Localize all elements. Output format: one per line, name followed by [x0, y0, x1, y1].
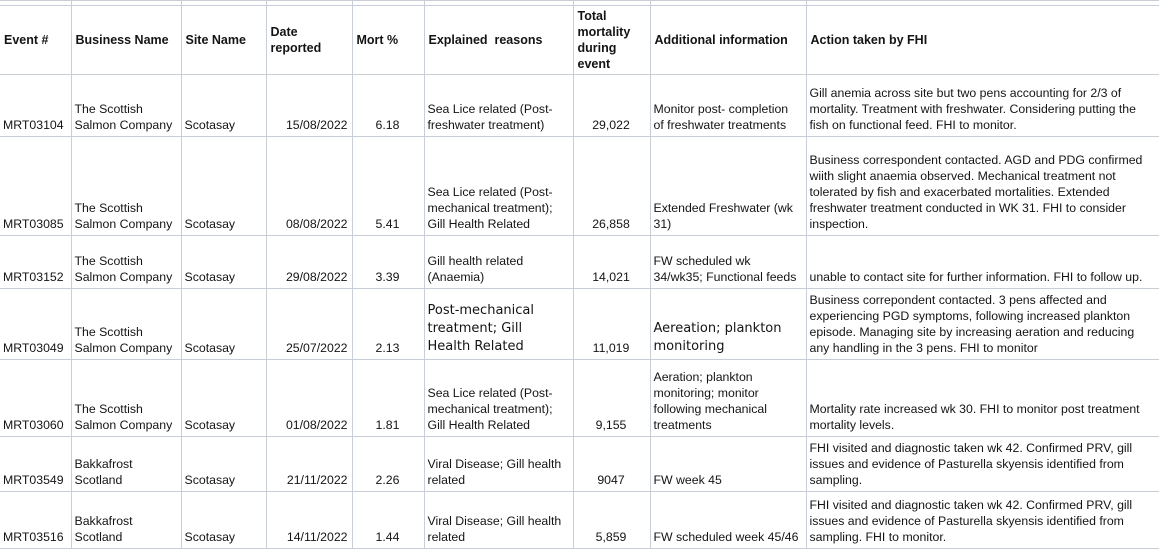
header-row: Event # Business Name Site Name Date report… — [0, 5, 1159, 75]
column-header-mort[interactable]: Mort % — [351, 5, 425, 75]
cell-site[interactable]: Scotasay — [180, 288, 267, 360]
table-row: MRT03516 Bakkafrost Scotland Scotasay 14/11… — [0, 491, 1159, 549]
cell-site[interactable]: Scotasay — [180, 359, 267, 437]
cell-event[interactable]: MRT03516 — [0, 491, 72, 549]
table-row: MRT03152 The Scottish Salmon Company Scota… — [0, 235, 1159, 289]
cell-total[interactable]: 26,858 — [572, 136, 651, 236]
cell-action[interactable]: unable to contact site for further infor… — [805, 235, 1159, 289]
cell-date[interactable]: 01/08/2022 — [265, 359, 353, 437]
cell-action[interactable]: FHI visited and diagnostic taken wk 42. … — [805, 436, 1159, 492]
cell-date[interactable]: 29/08/2022 — [265, 235, 353, 289]
cell-business[interactable]: The Scottish Salmon Company — [70, 74, 182, 137]
cell-event[interactable]: MRT03049 — [0, 288, 72, 360]
table-row: MRT03104 The Scottish Salmon Company Scota… — [0, 74, 1159, 137]
cell-action[interactable]: FHI visited and diagnostic taken wk 42. … — [805, 491, 1159, 549]
cell-date[interactable]: 15/08/2022 — [265, 74, 353, 137]
cell-date[interactable]: 08/08/2022 — [265, 136, 353, 236]
table-body: MRT03104 The Scottish Salmon Company Scota… — [0, 74, 1159, 549]
cell-reasons[interactable]: Viral Disease; Gill health related — [423, 491, 574, 549]
column-header-event[interactable]: Event # — [0, 5, 72, 75]
cell-date[interactable]: 21/11/2022 — [265, 436, 353, 492]
column-header-total[interactable]: Total mortality during event — [572, 5, 651, 75]
cell-site[interactable]: Scotasay — [180, 491, 267, 549]
cell-business[interactable]: The Scottish Salmon Company — [70, 136, 182, 236]
column-header-action[interactable]: Action taken by FHI — [805, 5, 1159, 75]
column-header-info[interactable]: Additional information — [649, 5, 807, 75]
column-header-reasons[interactable]: Explained reasons — [423, 5, 574, 75]
cell-action[interactable]: Mortality rate increased wk 30. FHI to m… — [805, 359, 1159, 437]
cell-action[interactable]: Business correpondent contacted. 3 pens … — [805, 288, 1159, 360]
cell-reasons[interactable]: Viral Disease; Gill health related — [423, 436, 574, 492]
cell-action[interactable]: Business correspondent contacted. AGD an… — [805, 136, 1159, 236]
cell-mort[interactable]: 2.26 — [351, 436, 425, 492]
cell-business[interactable]: The Scottish Salmon Company — [70, 288, 182, 360]
table-row: MRT03085 The Scottish Salmon Company Scota… — [0, 136, 1159, 236]
cell-action[interactable]: Gill anemia across site but two pens acc… — [805, 74, 1159, 137]
cell-event[interactable]: MRT03152 — [0, 235, 72, 289]
cell-reasons[interactable]: Gill health related (Anaemia) — [423, 235, 574, 289]
cell-mort[interactable]: 6.18 — [351, 74, 425, 137]
table-row: MRT03549 Bakkafrost Scotland Scotasay 21/11… — [0, 436, 1159, 492]
cell-total[interactable]: 5,859 — [572, 491, 651, 549]
cell-business[interactable]: Bakkafrost Scotland — [70, 491, 182, 549]
cell-mort[interactable]: 2.13 — [351, 288, 425, 360]
column-header-date[interactable]: Date reported — [265, 5, 353, 75]
column-header-site[interactable]: Site Name — [180, 5, 267, 75]
cell-reasons[interactable]: Sea Lice related (Post-mechanical treatm… — [423, 359, 574, 437]
cell-info[interactable]: FW scheduled week 45/46 — [649, 491, 807, 549]
cell-reasons[interactable]: Sea Lice related (Post-freshwater treatm… — [423, 74, 574, 137]
cell-info[interactable]: Aereation; plankton monitoring — [649, 288, 807, 360]
cell-date[interactable]: 25/07/2022 — [265, 288, 353, 360]
cell-site[interactable]: Scotasay — [180, 436, 267, 492]
cell-total[interactable]: 11,019 — [572, 288, 651, 360]
cell-event[interactable]: MRT03549 — [0, 436, 72, 492]
cell-info[interactable]: Monitor post- completion of freshwater t… — [649, 74, 807, 137]
cell-site[interactable]: Scotasay — [180, 136, 267, 236]
cell-mort[interactable]: 1.81 — [351, 359, 425, 437]
cell-site[interactable]: Scotasay — [180, 74, 267, 137]
column-header-business[interactable]: Business Name — [70, 5, 182, 75]
cell-total[interactable]: 9,155 — [572, 359, 651, 437]
cell-business[interactable]: The Scottish Salmon Company — [70, 235, 182, 289]
cell-event[interactable]: MRT03060 — [0, 359, 72, 437]
cell-business[interactable]: The Scottish Salmon Company — [70, 359, 182, 437]
cell-site[interactable]: Scotasay — [180, 235, 267, 289]
cell-total[interactable]: 29,022 — [572, 74, 651, 137]
cell-mort[interactable]: 1.44 — [351, 491, 425, 549]
cell-event[interactable]: MRT03104 — [0, 74, 72, 137]
cell-info[interactable]: Extended Freshwater (wk 31) — [649, 136, 807, 236]
cell-date[interactable]: 14/11/2022 — [265, 491, 353, 549]
cell-info[interactable]: FW week 45 — [649, 436, 807, 492]
cell-total[interactable]: 9047 — [572, 436, 651, 492]
cell-total[interactable]: 14,021 — [572, 235, 651, 289]
cell-info[interactable]: Aeration; plankton monitoring; monitor f… — [649, 359, 807, 437]
cell-info[interactable]: FW scheduled wk 34/wk35; Functional feed… — [649, 235, 807, 289]
table-row: MRT03060 The Scottish Salmon Company Scota… — [0, 359, 1159, 437]
cell-reasons[interactable]: Sea Lice related (Post-mechanical treatm… — [423, 136, 574, 236]
cell-reasons[interactable]: Post-mechanical treatment; Gill Health R… — [423, 288, 574, 360]
cell-mort[interactable]: 5.41 — [351, 136, 425, 236]
cell-event[interactable]: MRT03085 — [0, 136, 72, 236]
cell-business[interactable]: Bakkafrost Scotland — [70, 436, 182, 492]
table-row: MRT03049 The Scottish Salmon Company Scota… — [0, 288, 1159, 360]
cell-mort[interactable]: 3.39 — [351, 235, 425, 289]
